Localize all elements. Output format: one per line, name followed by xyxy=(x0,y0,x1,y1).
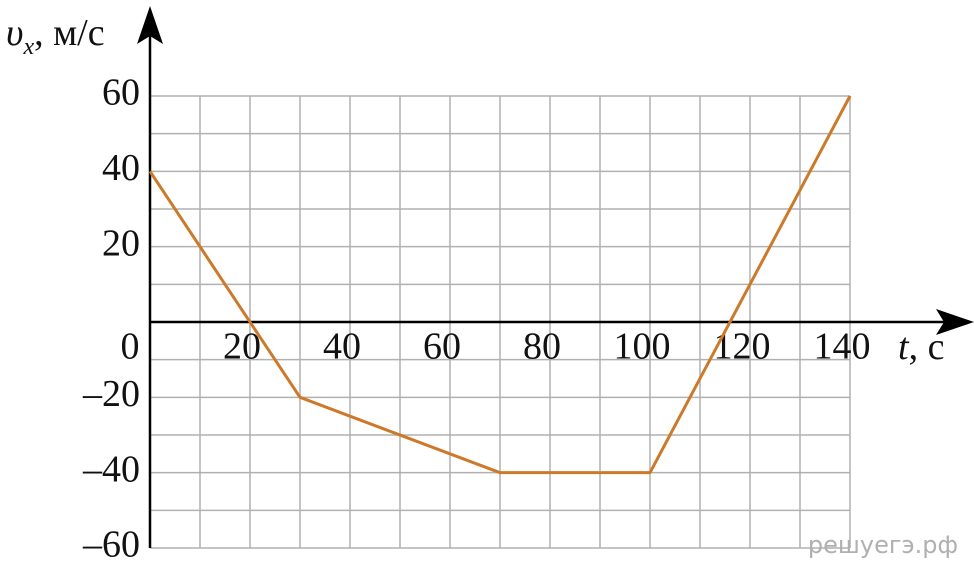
y-tick-label: –20 xyxy=(82,373,140,415)
x-tick-label: 40 xyxy=(323,326,361,368)
x-label-symbol: t xyxy=(898,326,910,368)
x-tick-label: 60 xyxy=(423,326,461,368)
x-arrow xyxy=(936,309,974,335)
x-label-unit: , с xyxy=(909,326,945,368)
x-tick-label: 120 xyxy=(714,326,771,368)
y-tick-label: –40 xyxy=(82,448,140,490)
data-line xyxy=(148,95,852,475)
y-tick-label: 60 xyxy=(102,72,140,114)
x-label: t, с xyxy=(898,326,944,368)
y-label: υx, м/с xyxy=(6,12,105,60)
x-tick-label: 80 xyxy=(523,326,561,368)
x-tick-label: 20 xyxy=(223,326,261,368)
y-tick-label: –60 xyxy=(82,524,140,566)
x-tick-label: 100 xyxy=(614,326,671,368)
x-tick-label: 0 xyxy=(121,326,140,368)
watermark: решуегэ.рф xyxy=(808,531,958,559)
x-tick-label: 140 xyxy=(814,326,871,368)
y-label-sub: x xyxy=(22,34,34,60)
y-tick-label: 40 xyxy=(102,147,140,189)
y-label-unit: , м/с xyxy=(34,12,104,54)
y-tick-label: 20 xyxy=(102,222,140,264)
y-arrow xyxy=(137,6,163,44)
y-label-symbol: υ xyxy=(6,12,23,54)
